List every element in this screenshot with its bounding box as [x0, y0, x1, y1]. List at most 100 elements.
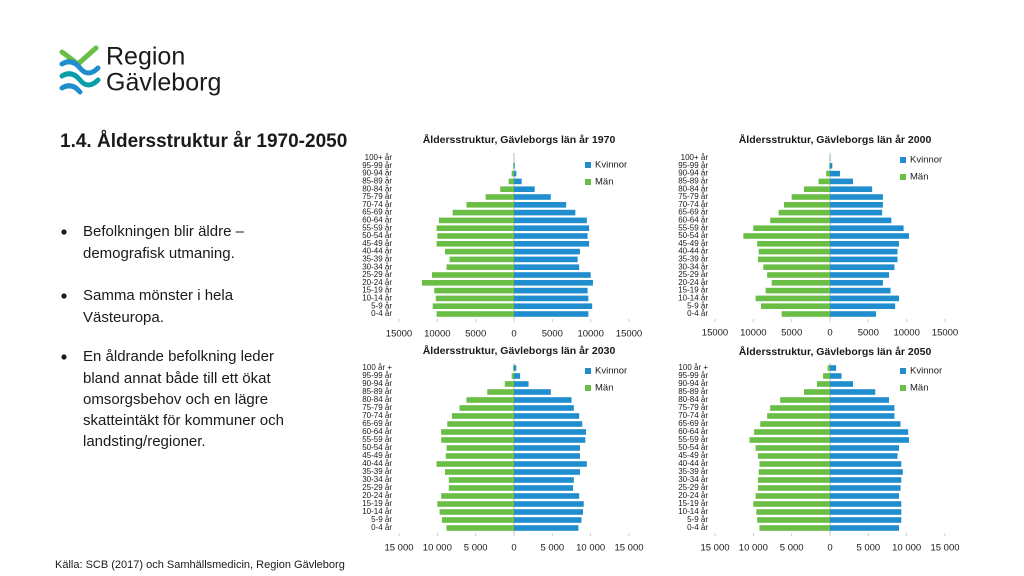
x-tick-label: 5000: [542, 329, 563, 340]
y-tick-label: 30-34 år: [362, 262, 392, 271]
bullet-text: Befolkningen blir äldre –: [83, 223, 245, 240]
y-tick-label: 30-34 år: [678, 262, 708, 271]
y-tick-label: 0-4 år: [371, 523, 392, 532]
bar: [514, 405, 574, 411]
bar: [514, 225, 590, 231]
x-tick-label: 10000: [577, 329, 603, 340]
y-tick-label: 10-14 år: [678, 507, 708, 516]
y-tick-label: 0-4 år: [687, 523, 708, 532]
x-tick-label: 0: [827, 543, 832, 554]
chart: Åldersstruktur, Gävleborgs län år 2000 15…: [678, 133, 958, 339]
bar: [434, 287, 514, 294]
bar: [422, 280, 514, 286]
bar: [487, 389, 514, 395]
bar: [830, 501, 902, 507]
y-tick-label: 30-34 år: [678, 475, 708, 484]
bar: [449, 256, 514, 263]
chart-title: Åldersstruktur, Gävleborgs län år 2050: [739, 345, 932, 358]
x-tick-label: 5 000: [780, 543, 804, 554]
y-tick-label: 45-49 år: [678, 239, 708, 248]
bar: [446, 445, 514, 451]
bar: [830, 445, 899, 451]
bar: [830, 241, 899, 247]
legend-label: Kvinnor: [910, 155, 942, 166]
legend-label: Män: [910, 383, 928, 394]
x-tick-label: 15 000: [700, 543, 729, 554]
bullet-text: skatteintäkt för kommuner och: [83, 412, 284, 429]
bar: [830, 202, 883, 208]
bar: [830, 397, 890, 403]
bar: [514, 186, 535, 192]
legend-label: Män: [910, 172, 928, 183]
y-tick-label: 5-9 år: [371, 515, 392, 524]
bar: [830, 170, 840, 177]
bar: [514, 501, 584, 507]
y-tick-label: 20-24 år: [362, 278, 392, 287]
bar: [830, 461, 902, 467]
bar: [756, 509, 830, 515]
bar: [514, 517, 582, 523]
y-tick-label: 10-14 år: [678, 294, 708, 303]
bar: [759, 525, 830, 531]
bar: [767, 272, 830, 278]
bar: [827, 365, 830, 371]
x-tick-label: 10000: [740, 328, 766, 339]
chart: Åldersstruktur, Gävleborgs län år 1970 15…: [362, 133, 642, 340]
legend-swatch: [585, 368, 591, 374]
x-tick-label: 10 000: [739, 543, 768, 554]
bar: [830, 248, 898, 255]
bar: [830, 469, 903, 475]
bar: [763, 264, 830, 270]
bar: [778, 209, 830, 216]
y-tick-label: 80-84 år: [678, 395, 708, 404]
y-tick-label: 40-44 år: [678, 247, 708, 256]
bar: [514, 509, 583, 515]
y-tick-label: 55-59 år: [362, 435, 392, 444]
y-tick-label: 10-14 år: [362, 294, 392, 303]
y-tick-label: 85-89 år: [362, 177, 392, 186]
bullet-text: Västeuropa.: [83, 309, 164, 326]
bar: [436, 225, 514, 231]
y-tick-label: 100 år +: [362, 363, 392, 372]
bar: [514, 445, 580, 451]
source: Källa: SCB (2017) och Samhällsmedicin, R…: [55, 559, 345, 571]
bar: [514, 453, 580, 459]
bar: [830, 525, 899, 531]
bar: [466, 397, 514, 403]
bar: [755, 445, 830, 451]
bullet-text: landsting/regioner.: [83, 433, 206, 450]
legend-label: Kvinnor: [595, 366, 627, 377]
y-tick-label: 90-94 år: [362, 379, 392, 388]
bar: [432, 303, 514, 309]
y-tick-label: 100+ år: [365, 153, 393, 162]
bar: [504, 381, 514, 387]
bar: [757, 485, 830, 491]
y-tick-label: 40-44 år: [362, 247, 392, 256]
chart-title: Åldersstruktur, Gävleborgs län år 2000: [739, 133, 932, 146]
y-tick-label: 55-59 år: [678, 435, 708, 444]
bar: [511, 373, 514, 379]
x-tick-label: 0: [827, 328, 832, 339]
bar: [513, 163, 514, 169]
y-tick-label: 55-59 år: [678, 223, 708, 232]
bar: [758, 469, 830, 475]
legend-swatch: [900, 368, 906, 374]
bar: [826, 170, 830, 177]
bullet-dot: [61, 293, 67, 299]
y-tick-label: 15-19 år: [362, 286, 392, 295]
bar: [513, 365, 514, 371]
y-tick-label: 15-19 år: [678, 499, 708, 508]
bar: [830, 517, 902, 523]
bar: [514, 311, 589, 317]
bar: [514, 381, 529, 387]
bar: [803, 389, 830, 395]
bar: [436, 461, 514, 467]
bar: [514, 170, 517, 177]
bar: [816, 381, 830, 387]
y-tick-label: 95-99 år: [678, 371, 708, 380]
y-tick-label: 80-84 år: [362, 395, 392, 404]
y-tick-label: 100 år +: [678, 363, 708, 372]
bar: [823, 373, 830, 379]
legend-label: Män: [595, 383, 613, 394]
legend-label: Män: [595, 177, 613, 188]
